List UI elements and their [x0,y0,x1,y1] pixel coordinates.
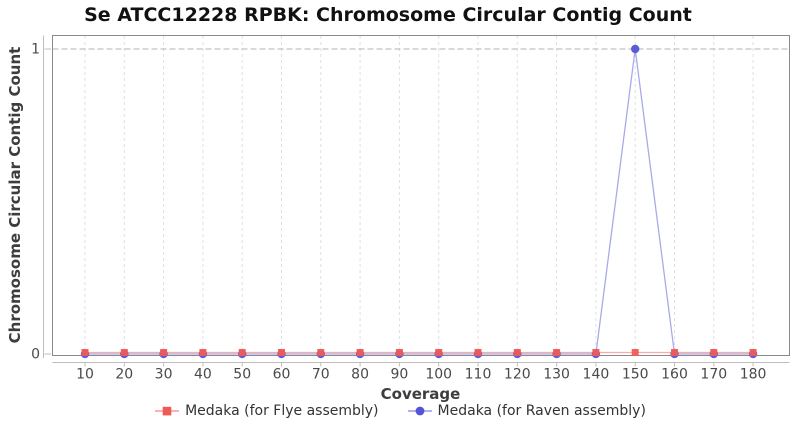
chart-title: Se ATCC12228 RPBK: Chromosome Circular C… [84,4,692,26]
x-tick-label: 60 [273,367,291,383]
y-tick-label: 1 [31,42,40,58]
legend-label-flye: Medaka (for Flye assembly) [185,403,379,419]
raven-legend-circle-icon [415,406,424,416]
x-tick-label: 110 [465,367,492,383]
raven-series-marker-icon [407,406,432,416]
series-raven [80,44,758,359]
legend-item-flye: Medaka (for Flye assembly) [154,403,379,419]
flye-series-marker-icon [155,406,180,416]
x-axis: 10 20 30 40 50 60 70 80 90 100 110 120 130 140 150 160 1… [52,362,790,383]
series-flye [81,349,757,356]
x-tick-label: 150 [622,367,649,383]
x-tick-label: 80 [351,367,369,383]
x-tick-label: 120 [504,367,531,383]
x-gridlines [84,36,754,355]
x-tick-label: 180 [740,367,767,383]
x-tick-label: 90 [390,367,408,383]
plot-area: 0 1 10 20 30 40 50 60 70 80 90 100 110 120 130 140 150 16… [31,35,790,383]
x-tick-label: 160 [661,367,688,383]
legend-item-raven: Medaka (for Raven assembly) [407,403,646,419]
flye-legend-square-icon [162,406,172,416]
y-axis: 01 [31,35,51,363]
x-tick-label: 140 [583,367,610,383]
y-tick-label: 0 [31,347,40,363]
x-axis-label: Coverage [380,385,461,403]
x-tick-label: 10 [76,367,94,383]
legend: Medaka (for Flye assembly) Medaka (for R… [0,403,800,419]
x-tick-label: 50 [233,367,251,383]
x-tick-label: 20 [115,367,133,383]
x-tick-label: 170 [700,367,727,383]
x-tick-label: 100 [425,367,452,383]
panel-border [52,35,790,356]
x-tick-label: 30 [155,367,173,383]
x-tick-label: 70 [312,367,330,383]
legend-label-raven: Medaka (for Raven assembly) [437,403,646,419]
x-tick-label: 130 [543,367,570,383]
x-tick-label: 40 [194,367,212,383]
